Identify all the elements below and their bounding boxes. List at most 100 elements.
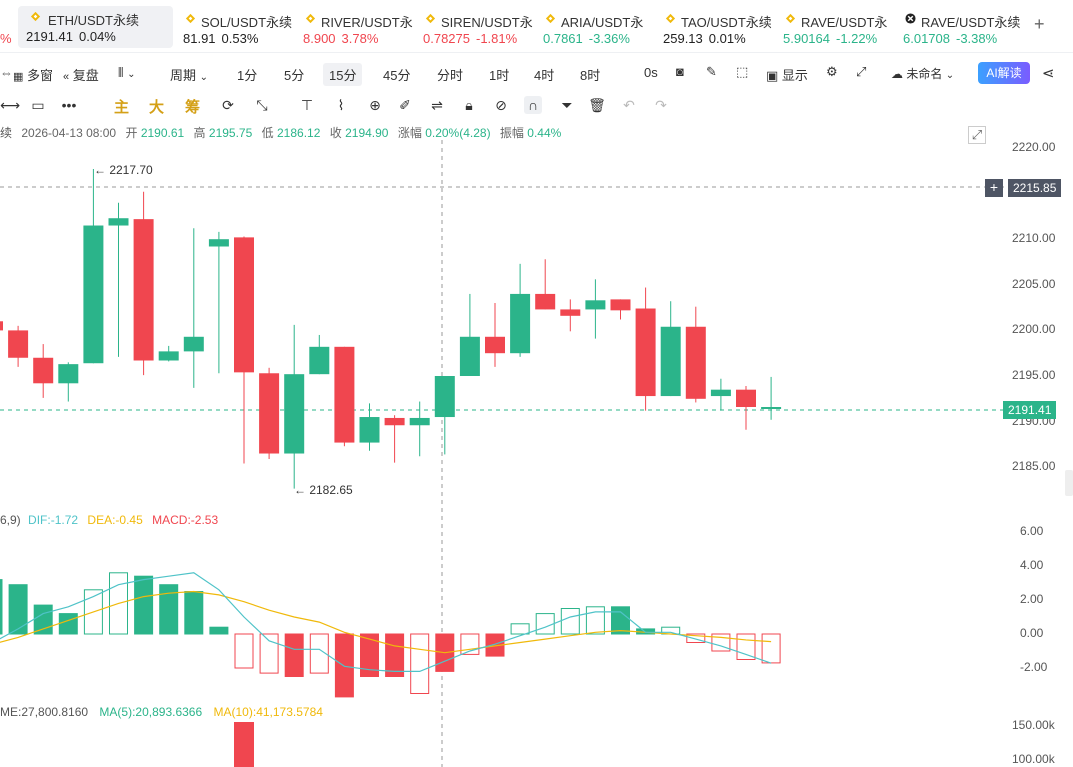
dif-line [0,572,772,672]
settings-icon[interactable]: ⚙ [826,64,838,79]
add-alert-icon[interactable]: + [985,179,1003,197]
undo-icon[interactable]: ↶ [623,97,635,113]
fullscreen-icon[interactable]: ⤢ [856,64,867,79]
layout-name: 未命名 [906,67,943,81]
ticker-tab[interactable]: RAVE/USDT永 5.90164 -1.22% [783,8,893,48]
text-tool-icon[interactable]: ⊤ [300,97,314,113]
candle-body [610,299,631,311]
timeframe-7[interactable]: 8时 [580,68,601,83]
timeframe-2[interactable]: 15分 [323,63,363,86]
macd-bar [711,633,731,652]
volume-bar [234,722,254,767]
macd-bar [611,606,630,635]
big-indicator-button[interactable]: 大 [149,99,165,116]
macd-bar [360,633,379,677]
ticker-name: TAO/USDT永续 [681,15,772,30]
close-value: 2194.90 [345,126,389,140]
lock-icon[interactable]: 🔒︎ [465,97,473,113]
timeframe-4[interactable]: 分时 [437,68,464,83]
ticker-change: 0.53% [221,31,259,46]
expand-icon[interactable]: ⤢ [968,126,986,144]
candle-body [259,373,280,454]
timeframe-6[interactable]: 4时 [534,68,555,83]
rectangle-tool-icon[interactable]: ▭ [31,97,45,113]
ticker-tab[interactable]: SIREN/USDT永 0.78275 -1.81% [423,8,533,48]
rect-select-icon[interactable]: ⬚ [736,64,749,79]
ticker-tab[interactable]: TAO/USDT永续 259.13 0.01% [663,8,773,48]
high-label: 高 [193,126,206,140]
macd-bar [460,633,480,655]
ma10-label: MA(10): [213,705,257,719]
ticker-name: ARIA/USDT永 [561,15,644,30]
ticker-change: -3.36% [588,31,630,46]
chart-type-button[interactable]: ⫴ ⌄ [118,65,135,81]
price-tick: 2185.00 [1012,459,1056,474]
timeframe-5[interactable]: 1时 [489,68,510,83]
highlighter-icon[interactable]: ✐ [399,97,411,113]
candle-datetime: 2026-04-13 08:00 [21,126,117,140]
macd-label: MACD: [152,513,191,527]
macd-bar [259,633,279,674]
diamond-icon [305,13,316,24]
ruler-icon[interactable]: ⌇ [337,97,345,113]
magnet-icon[interactable]: ∩ [524,96,542,114]
candle-body [158,351,179,361]
display-button[interactable]: ▣ 显示 [766,65,808,84]
redo-icon[interactable]: ↷ [655,97,667,113]
ai-interpret-button[interactable]: AI解读 [978,62,1030,84]
ticker-change: -1.81% [476,31,518,46]
price-tick: 2200.00 [1012,322,1056,337]
low-marker: ← 2182.65 [294,483,353,497]
swap-icon[interactable]: ⇔ [0,65,13,80]
hide-drawings-icon[interactable]: ⊘ [495,97,507,113]
macd-bar [284,633,304,677]
measure-icon[interactable]: ⤡ [256,97,268,113]
macd-value: -2.53 [190,513,219,527]
ticker-tab[interactable]: RAVE/USDT永续 6.01708 -3.38% [903,8,1023,48]
candle-body [384,417,405,426]
macd-bar [58,613,78,635]
open-label: 开 [125,126,138,140]
ticker-tab[interactable]: ARIA/USDT永 0.7861 -3.36% [543,8,653,48]
ticker-name: SOL/USDT永续 [201,15,293,30]
replay-button[interactable]: « 复盘 [63,65,99,84]
candle-body [208,239,229,247]
cloud-icon: ☁ [891,67,903,81]
ticker-tab[interactable]: ETH/USDT永续 2191.41 0.04% [18,6,173,48]
timeframe-3[interactable]: 45分 [383,68,411,83]
indicator-switch-icon[interactable]: ⟳ [222,97,234,113]
zoom-icon[interactable]: ⊕ [369,97,381,113]
ticker-price: 5.90164 [783,31,830,46]
pen-icon[interactable]: ✎ [706,64,717,79]
camera-icon[interactable]: ◙ [676,64,684,79]
dea-label: DEA: [87,513,116,527]
delete-icon[interactable]: 🗑︎ [588,97,606,113]
main-indicator-button[interactable]: 主 [114,99,130,116]
close-label: 收 [329,126,342,140]
ticker-tab[interactable]: RIVER/USDT永 8.900 3.78% [303,8,413,48]
timeframe-0[interactable]: 1分 [237,68,258,83]
ticker-name: RAVE/USDT永 [801,15,888,30]
crosshair-price-tag: 2215.85 [1008,179,1062,197]
chip-indicator-button[interactable]: 筹 [185,99,201,116]
compare-icon[interactable]: ⇌ [431,97,443,113]
add-tab-button[interactable]: + [1034,14,1045,34]
multi-window-button[interactable]: ▦ 多窗 [13,65,53,84]
ticker-change: -3.38% [956,31,998,46]
filter-icon[interactable]: ⏷ [561,97,573,113]
candle-body [359,417,380,443]
macd-params: 6,9) [0,513,21,527]
ticker-tab[interactable]: SOL/USDT永续 81.91 0.53% [183,8,293,48]
period-dropdown[interactable]: 周期 ⌄ [170,65,208,84]
panel-resize-handle[interactable] [1065,470,1073,496]
candle-body [234,237,254,373]
candle-body [585,300,606,310]
timeframe-1[interactable]: 5分 [284,68,305,83]
volume-tick: 100.00k [1012,752,1055,766]
line-tool-icon[interactable]: ⟷ [0,97,21,113]
layout-dropdown[interactable]: ☁ 未命名 ⌄ [891,65,954,82]
chevron-down-icon: ⌄ [199,72,209,83]
more-tools-icon[interactable]: ••• [61,97,77,113]
share-icon[interactable]: ⋖ [1042,65,1055,82]
